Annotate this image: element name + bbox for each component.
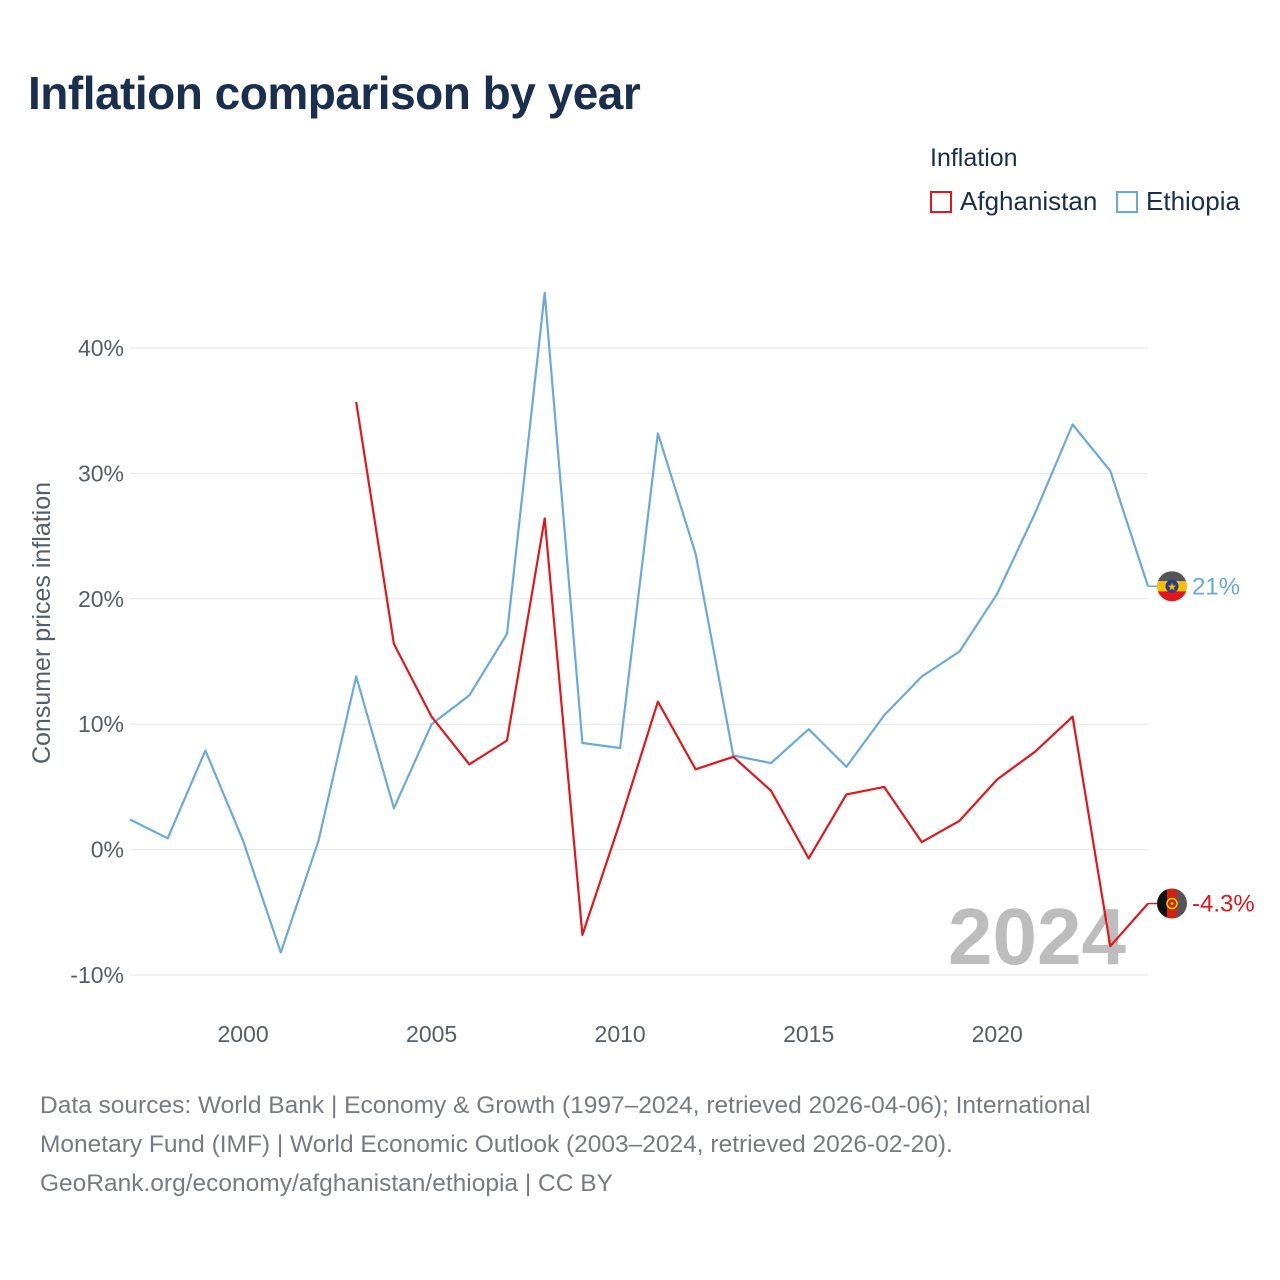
end-markers: ★ (1157, 571, 1187, 919)
x-tick-label: 2020 (972, 1021, 1023, 1047)
end-labels: 21% -4.3% (1192, 573, 1255, 917)
year-watermark: 2024 (948, 892, 1126, 981)
chart-title: Inflation comparison by year (28, 67, 641, 119)
y-tick-label: 30% (78, 460, 124, 486)
y-axis-ticks: 40% 30% 20% 10% 0% -10% (70, 335, 124, 988)
footer-line-1: Data sources: World Bank | Economy & Gro… (40, 1092, 1091, 1119)
x-axis-ticks: 2000 2005 2010 2015 2020 (218, 1021, 1023, 1047)
legend-item-afghanistan[interactable]: Afghanistan (930, 186, 1097, 217)
series-lines (129, 291, 1158, 954)
afghanistan-flag-icon (1157, 888, 1187, 919)
y-tick-label: 0% (91, 837, 124, 863)
ethiopia-flag-icon: ★ (1157, 571, 1187, 602)
footer-line-2: Monetary Fund (IMF) | World Economic Out… (40, 1131, 953, 1158)
y-tick-label: 20% (78, 586, 124, 612)
y-axis-label: Consumer prices inflation (28, 482, 56, 764)
series-line-ethiopia (129, 291, 1150, 954)
footer-sources: Data sources: World Bank | Economy & Gro… (40, 1086, 1250, 1203)
x-tick-label: 2005 (406, 1021, 457, 1047)
legend-swatch-ethiopia (1116, 190, 1138, 213)
legend-label-afghanistan: Afghanistan (960, 186, 1098, 216)
x-tick-label: 2000 (218, 1021, 269, 1047)
series-line-afghanistan (355, 401, 1149, 948)
legend-label-ethiopia: Ethiopia (1146, 186, 1240, 216)
y-tick-label: 40% (78, 335, 124, 361)
legend-swatch-afghanistan (930, 190, 952, 213)
footer-line-3: GeoRank.org/economy/afghanistan/ethiopia… (40, 1170, 613, 1197)
x-tick-label: 2010 (595, 1021, 646, 1047)
end-label-afghanistan: -4.3% (1192, 891, 1255, 918)
x-tick-label: 2015 (783, 1021, 834, 1047)
legend: Inflation Afghanistan Ethiopia (920, 144, 1240, 224)
end-label-ethiopia: 21% (1192, 573, 1240, 600)
svg-text:★: ★ (1167, 580, 1177, 593)
y-tick-label: -10% (70, 962, 124, 988)
grid (130, 347, 1148, 976)
legend-item-ethiopia[interactable]: Ethiopia (1116, 186, 1240, 217)
y-tick-label: 10% (78, 711, 124, 737)
line-chart: 40%30%20%10%0%-10% 2000 2005 2010 2015 2020 … (28, 291, 1255, 1047)
legend-title: Inflation (930, 144, 1018, 172)
